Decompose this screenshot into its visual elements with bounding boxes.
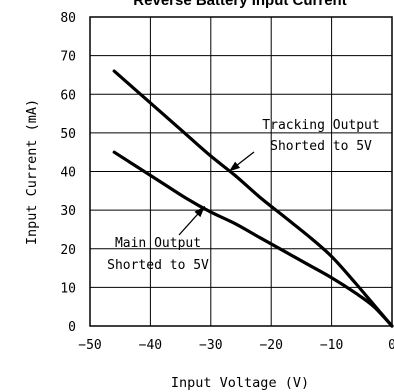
y-tick-label: 40: [60, 166, 76, 181]
annotation-label: Shorted to 5V: [270, 139, 372, 154]
annotations: Tracking Output Shorted to 5V Main Output S…: [107, 118, 380, 273]
x-tick-label: −20: [259, 338, 282, 353]
y-tick-label: 70: [60, 50, 76, 65]
y-axis-title: Input Current (mA): [24, 99, 40, 245]
arrowhead: [228, 161, 241, 172]
tick-labels: −50 −40 −30 −20 −10 0 0 10 20 30 40 50 60 70 80: [60, 11, 394, 353]
grid: [90, 17, 392, 326]
x-axis-title: Input Voltage (V): [171, 375, 309, 391]
arrowhead: [194, 206, 205, 218]
x-tick-label: −50: [78, 338, 101, 353]
y-tick-label: 10: [60, 281, 76, 296]
x-tick-label: −30: [199, 338, 222, 353]
y-tick-label: 30: [60, 204, 76, 219]
chart-title: Reverse Battery Input Current: [133, 0, 346, 9]
x-tick-label: −40: [139, 338, 162, 353]
series-layer: [112, 69, 394, 328]
y-tick-label: 50: [60, 127, 76, 142]
y-tick-label: 0: [68, 320, 76, 335]
x-tick-label: 0: [388, 338, 394, 353]
series-line-main-output: [112, 150, 394, 328]
annotation-label: Shorted to 5V: [107, 258, 209, 273]
y-tick-label: 60: [60, 88, 76, 103]
annotation-label: Tracking Output: [262, 118, 379, 133]
y-tick-label: 80: [60, 11, 76, 26]
series-line-tracking-output: [112, 69, 394, 328]
plot-frame: [89, 16, 393, 327]
y-tick-label: 20: [60, 243, 76, 258]
x-tick-label: −10: [320, 338, 343, 353]
annotation-label: Main Output: [115, 236, 201, 251]
